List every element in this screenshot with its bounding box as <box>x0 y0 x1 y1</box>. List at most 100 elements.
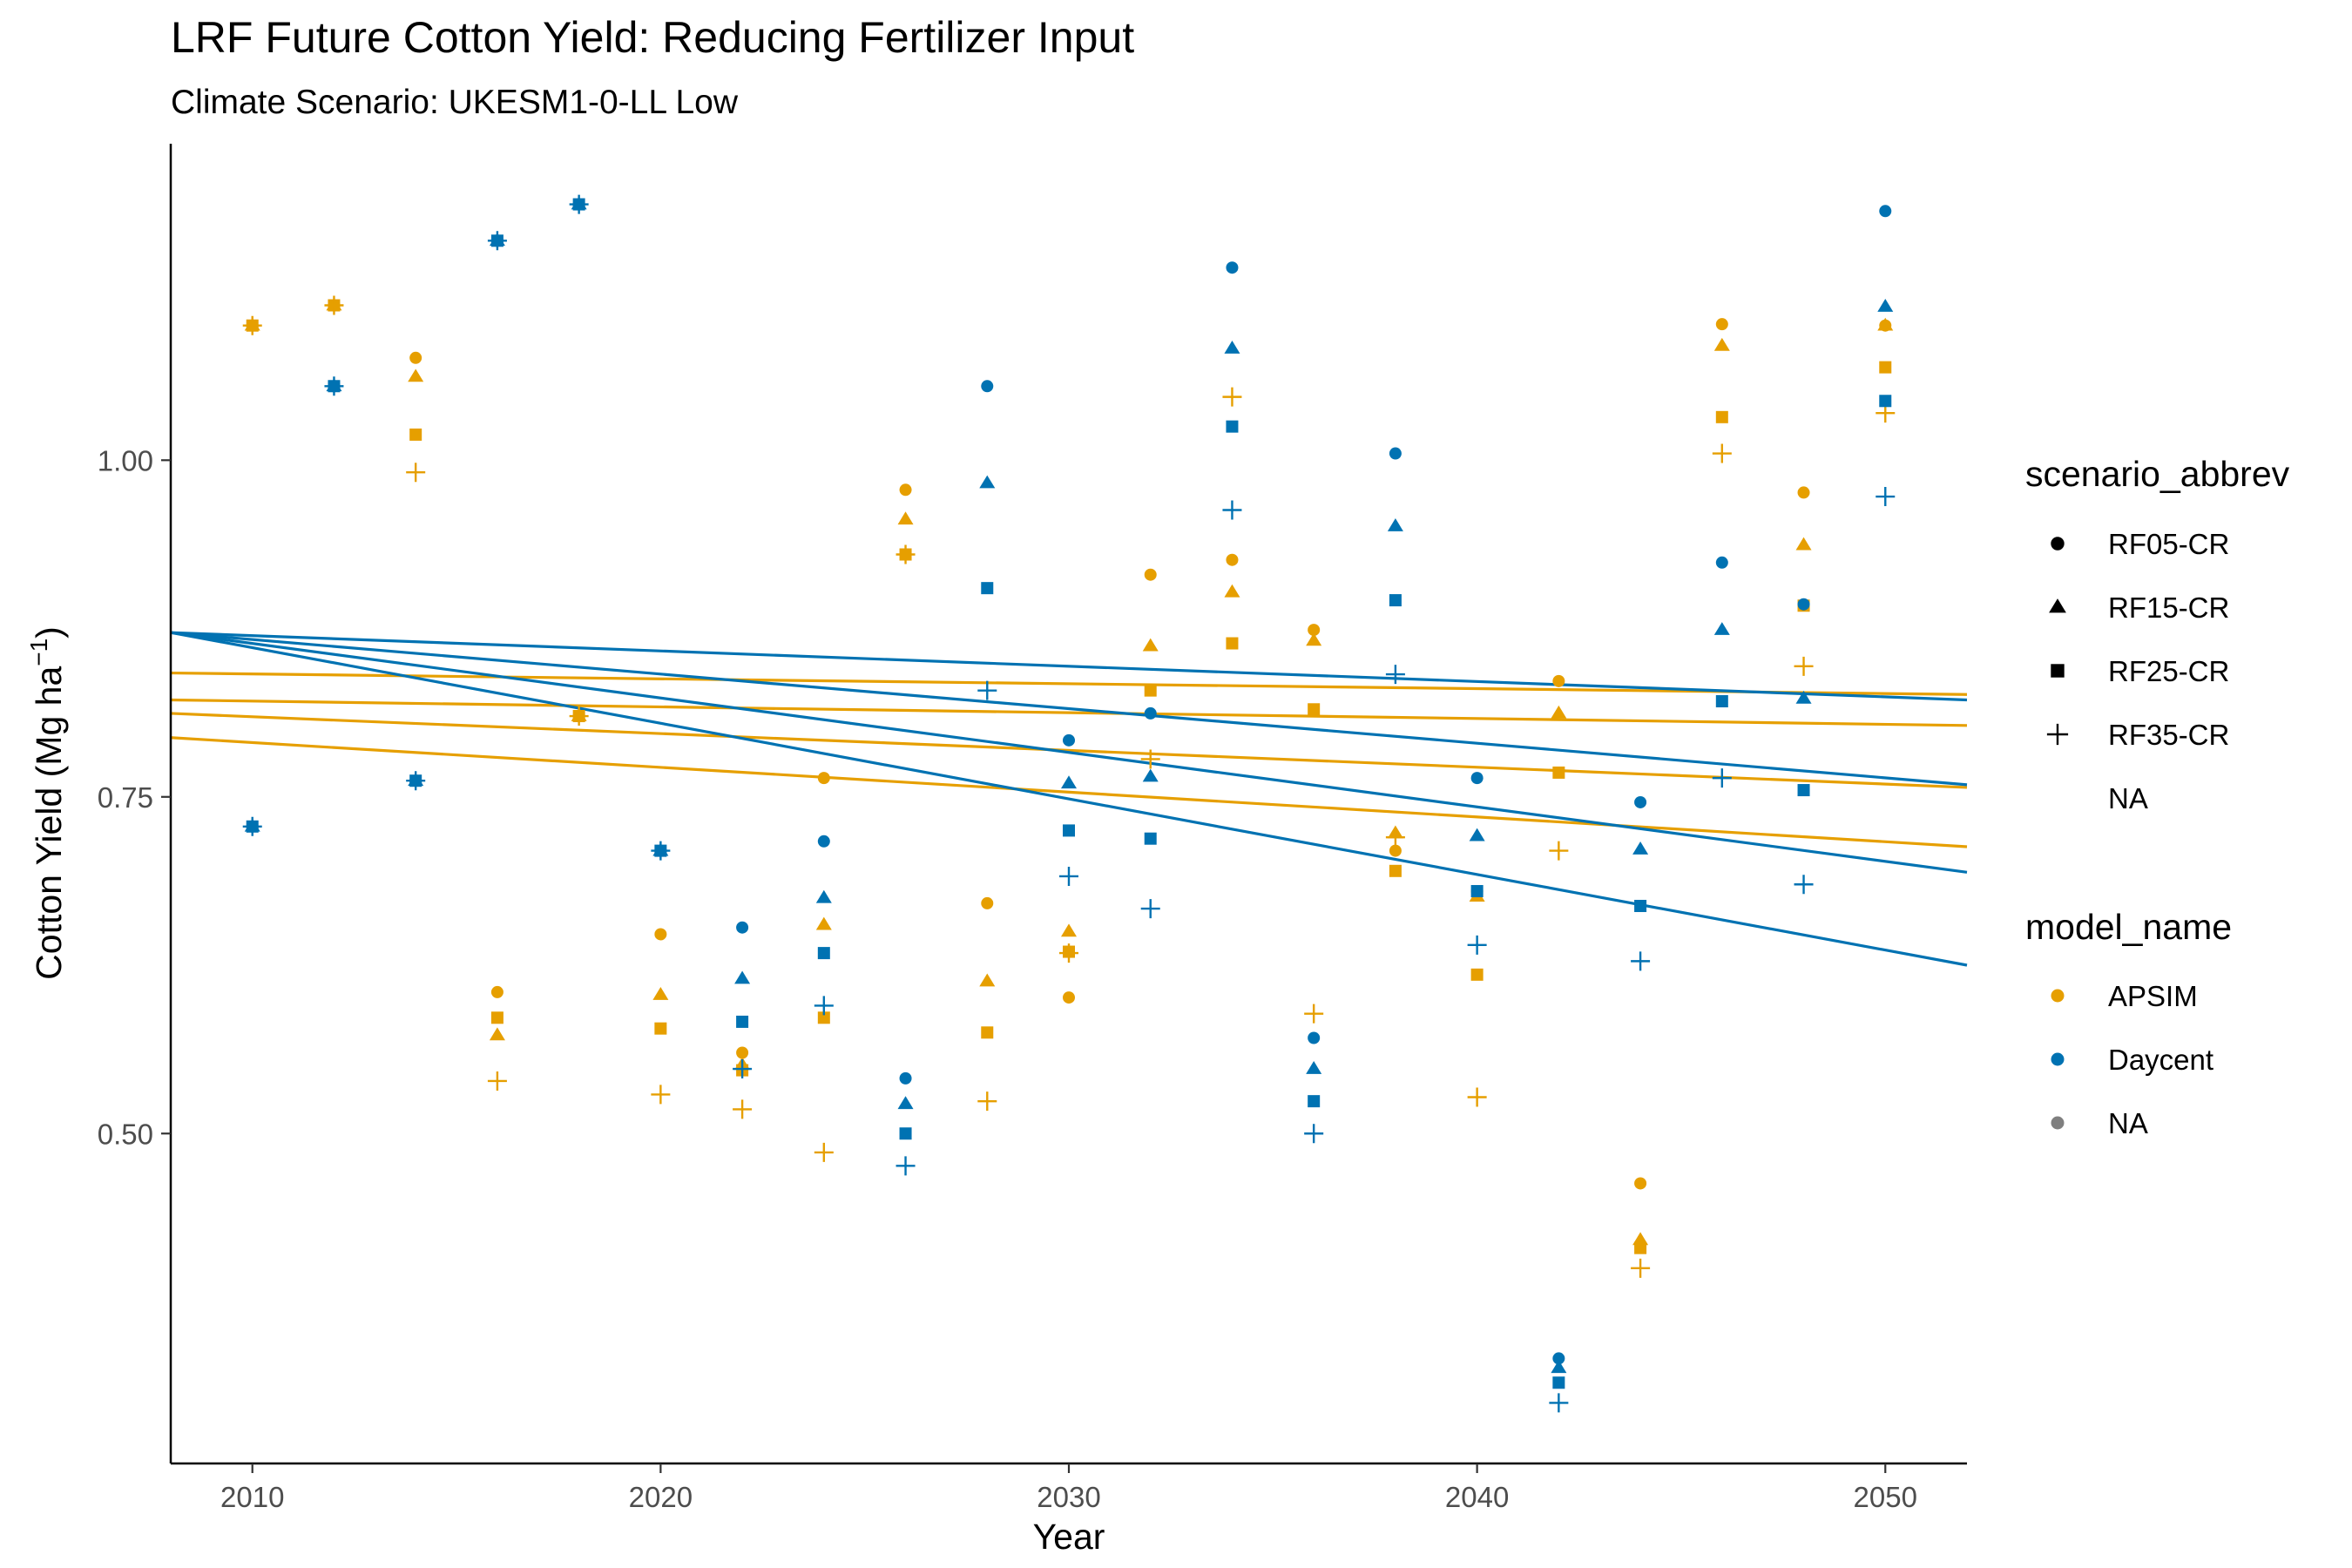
data-point <box>409 351 422 364</box>
data-point <box>1795 537 1812 551</box>
data-point <box>1224 340 1240 354</box>
data-point <box>899 483 912 497</box>
trend-lines <box>170 631 1968 967</box>
data-point <box>408 368 424 382</box>
data-point <box>1142 638 1159 652</box>
legend-scenario-item: NA <box>2108 782 2148 814</box>
data-point <box>977 1092 997 1112</box>
data-point <box>242 315 262 335</box>
y-tick-label: 1.00 <box>98 444 153 476</box>
data-point <box>1632 841 1649 855</box>
data-point <box>1715 695 1728 708</box>
data-point <box>981 582 994 595</box>
data-point <box>1304 1124 1324 1144</box>
data-point <box>815 916 832 930</box>
data-point <box>1061 775 1077 789</box>
data-point <box>1389 447 1402 460</box>
data-point <box>406 463 426 483</box>
data-point <box>651 1085 671 1105</box>
legend-key-triangle <box>2049 598 2066 613</box>
data-point <box>1712 768 1732 788</box>
legend-model-label: Daycent <box>2108 1044 2213 1076</box>
series-apsim-rf35-cr <box>242 295 1896 1278</box>
data-point <box>1797 598 1810 611</box>
data-point <box>736 1046 749 1059</box>
data-point <box>1306 1061 1322 1074</box>
chart-subtitle: Climate Scenario: UKESM1-0-LL Low <box>171 84 739 121</box>
y-axis-title-close: ) <box>29 626 69 639</box>
data-point <box>409 428 422 441</box>
x-tick-label: 2020 <box>629 1481 693 1513</box>
data-point <box>1308 1031 1321 1044</box>
data-point <box>1061 923 1077 937</box>
trend-line-daycent-rf35-cr <box>170 631 1968 967</box>
series-apsim-rf25-cr <box>246 299 1892 1254</box>
data-point <box>1549 1393 1569 1413</box>
data-point <box>1552 1376 1565 1389</box>
data-point <box>1713 622 1730 635</box>
data-point <box>1794 875 1814 895</box>
data-point <box>1634 795 1647 808</box>
data-point <box>817 835 830 848</box>
trend-line-daycent-rf05-cr <box>170 631 1968 702</box>
data-point <box>406 771 426 791</box>
data-point <box>981 896 994 909</box>
data-point <box>1144 684 1157 697</box>
legend-model-item: APSIM <box>2051 980 2198 1012</box>
data-point <box>1470 968 1484 981</box>
legend-key-dot <box>2051 989 2065 1003</box>
data-point <box>896 1156 916 1176</box>
data-point <box>1551 705 1567 719</box>
data-point <box>1389 864 1402 877</box>
data-point <box>1634 1241 1647 1254</box>
trend-line-apsim-rf25-cr <box>170 712 1968 789</box>
data-point <box>1226 553 1239 566</box>
data-point <box>242 816 262 836</box>
data-point <box>1631 1258 1651 1278</box>
data-point <box>1797 486 1810 499</box>
data-point <box>897 1096 914 1110</box>
y-axis-title-main: Cotton Yield (Mg ha <box>29 666 69 980</box>
data-point <box>1389 844 1402 857</box>
legend-scenario-item: RF25-CR <box>2051 655 2229 687</box>
data-point <box>1795 690 1812 704</box>
data-point <box>1059 943 1078 963</box>
data-point <box>1879 361 1892 374</box>
data-points <box>242 194 1896 1413</box>
trend-line-daycent-rf25-cr <box>170 631 1968 874</box>
data-point <box>1144 706 1157 720</box>
legend-key-plus <box>2046 723 2069 746</box>
data-point <box>1224 584 1240 598</box>
data-point <box>1634 899 1647 912</box>
data-point <box>1713 337 1730 351</box>
series-daycent-rf35-cr <box>242 194 1896 1413</box>
data-point <box>1551 1360 1567 1374</box>
data-point <box>1222 500 1242 520</box>
legend-scenario-label: RF15-CR <box>2108 591 2229 624</box>
data-point <box>981 1026 994 1039</box>
data-point <box>1306 632 1322 646</box>
data-point <box>1552 674 1565 687</box>
data-point <box>899 1127 912 1140</box>
data-point <box>817 947 830 960</box>
data-point <box>1552 1352 1565 1365</box>
chart-title: LRF Future Cotton Yield: Reducing Fertil… <box>171 13 1134 62</box>
data-point <box>979 475 996 489</box>
data-point <box>733 1059 753 1079</box>
data-point <box>1879 205 1892 218</box>
series-daycent-rf15-cr <box>244 196 1894 1374</box>
data-point <box>817 1011 830 1024</box>
legend-scenario-item: RF35-CR <box>2046 719 2229 751</box>
legend-model-item: Daycent <box>2051 1044 2213 1076</box>
data-point <box>1144 568 1157 581</box>
legend-scenario-label: RF35-CR <box>2108 719 2229 751</box>
data-point <box>654 1022 667 1035</box>
data-point <box>1470 772 1484 785</box>
data-point <box>1387 518 1403 531</box>
data-point <box>1063 733 1075 747</box>
data-point <box>733 1099 753 1119</box>
y-tick-label: 0.50 <box>98 1118 153 1150</box>
x-tick-label: 2040 <box>1445 1481 1509 1513</box>
data-point <box>1063 991 1075 1004</box>
